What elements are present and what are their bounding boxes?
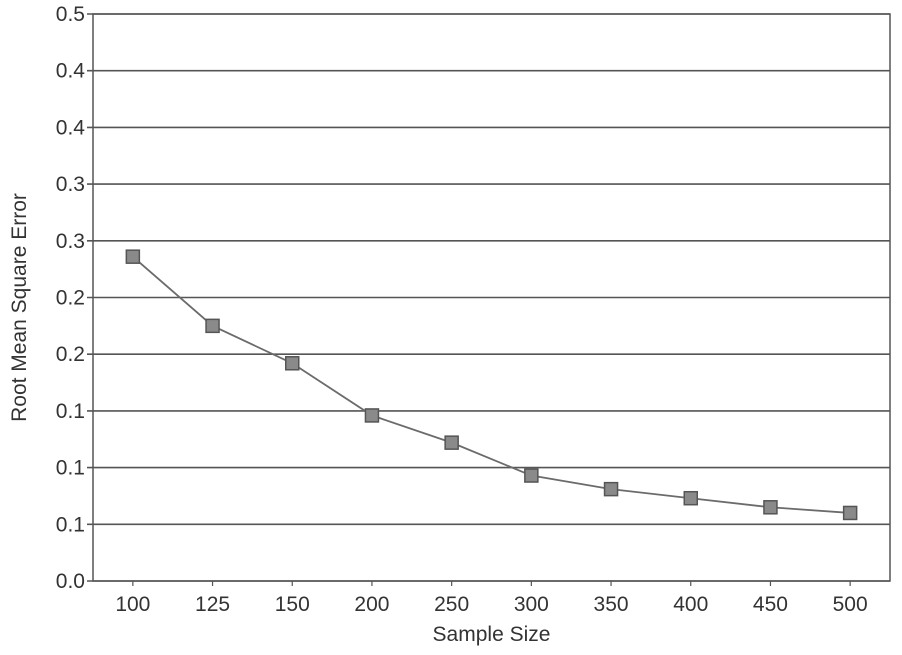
x-tick-label: 250 [434,593,469,616]
x-tick-label: 400 [673,593,708,616]
x-tick-label: 100 [115,593,150,616]
data-point-marker [364,408,380,423]
data-point-marker [524,468,539,483]
y-tick-label: 0.3 [56,230,85,253]
y-tick-label: 0.4 [56,116,86,139]
x-tick-label: 150 [275,593,310,616]
x-tick-label: 300 [514,593,549,616]
data-point-marker [205,318,220,334]
plot-frame [92,13,891,582]
data-series [125,249,858,521]
data-point-marker [603,481,619,497]
x-axis-tick-labels: 100 125 150 200 250 300 350 400 450 500 [115,581,868,616]
y-tick-label: 0.2 [56,343,85,366]
data-point-marker [683,490,698,506]
y-axis-tick-labels: 0.0 0.1 0.1 0.1 0.2 0.2 0.3 0.3 0.4 0.4 0.5 [56,3,86,593]
y-tick-label: 0.4 [56,60,86,83]
x-tick-label: 200 [354,593,389,616]
y-tick-label: 0.5 [56,3,85,26]
x-tick-label: 350 [594,593,629,616]
y-tick-label: 0.1 [56,457,85,480]
y-tick-label: 0.1 [56,400,85,423]
x-tick-label: 500 [833,593,868,616]
series-line [132,255,851,514]
data-point-marker [125,249,141,264]
y-tick-label: 0.1 [56,513,85,536]
x-axis-title: Sample Size [433,623,551,646]
x-tick-label: 125 [195,593,230,616]
gridlines [87,13,890,582]
y-tick-label: 0.2 [56,287,85,310]
data-point-marker [842,505,858,521]
y-tick-label: 0.3 [56,173,85,196]
x-tick-label: 450 [753,593,788,616]
data-point-marker [285,356,300,371]
y-axis-title: Root Mean Square Error [8,193,31,422]
y-tick-label: 0.0 [56,570,85,593]
data-point-marker [763,500,778,515]
data-point-marker [444,435,459,450]
